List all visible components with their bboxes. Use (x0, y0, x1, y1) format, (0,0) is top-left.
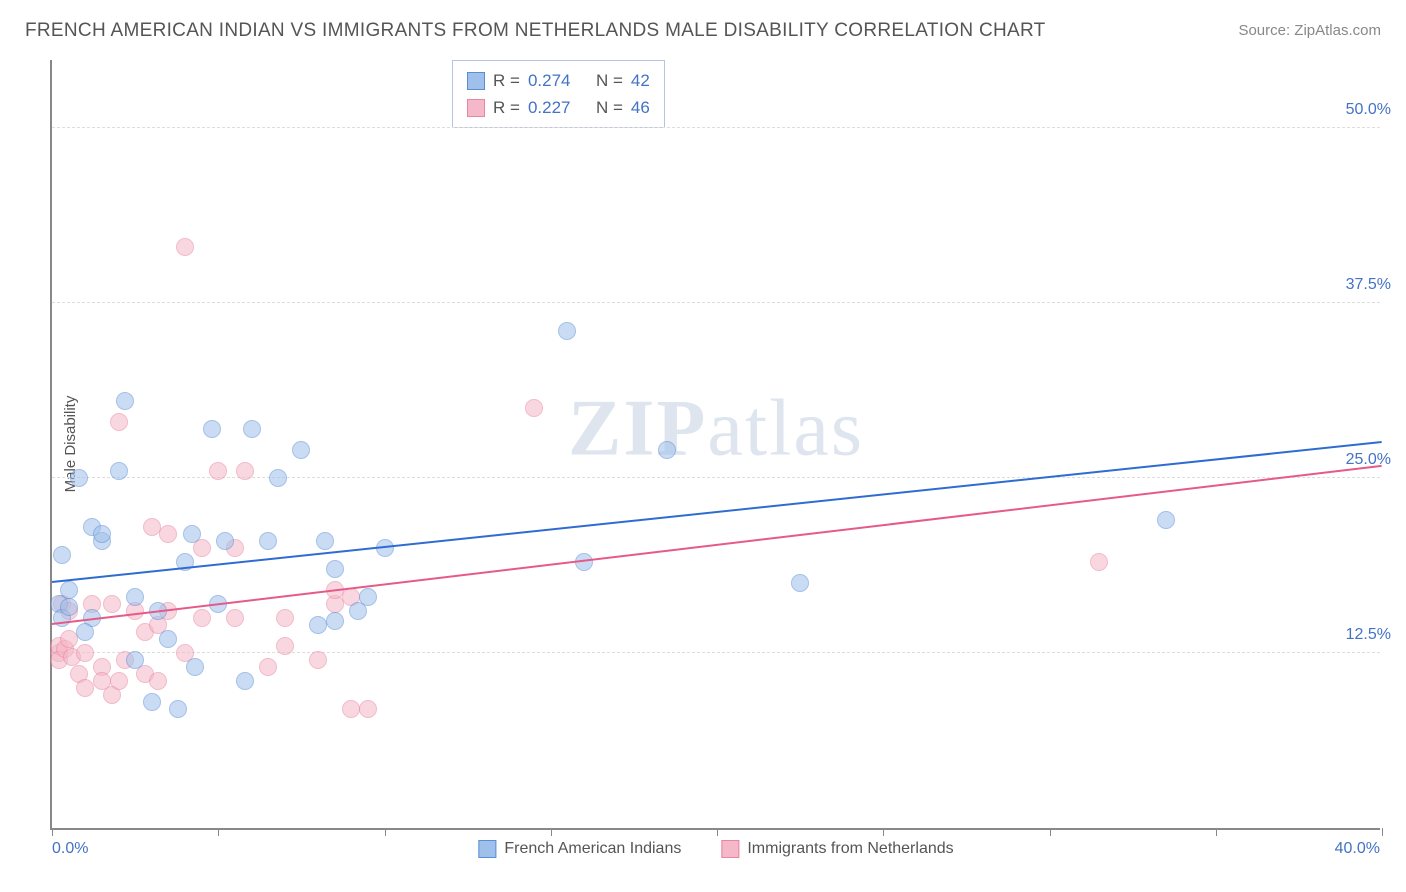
data-point (70, 469, 88, 487)
data-point (342, 700, 360, 718)
data-point (93, 525, 111, 543)
data-point (193, 609, 211, 627)
gridline (52, 302, 1380, 303)
data-point (76, 679, 94, 697)
data-point (326, 612, 344, 630)
data-point (525, 399, 543, 417)
data-point (76, 644, 94, 662)
bottom-legend: French American Indians Immigrants from … (478, 840, 953, 858)
r-label: R = (493, 67, 520, 94)
x-label-min: 0.0% (52, 840, 88, 858)
data-point (269, 469, 287, 487)
swatch-pink (467, 99, 485, 117)
x-tick (551, 828, 552, 836)
data-point (149, 672, 167, 690)
r-value-blue: 0.274 (528, 67, 571, 94)
x-tick (1050, 828, 1051, 836)
swatch-blue (467, 72, 485, 90)
gridline (52, 127, 1380, 128)
data-point (53, 546, 71, 564)
legend-item-blue: French American Indians (478, 840, 681, 858)
data-point (60, 581, 78, 599)
data-point (236, 672, 254, 690)
n-label: N = (596, 67, 623, 94)
legend-label-pink: Immigrants from Netherlands (747, 840, 953, 858)
data-point (76, 623, 94, 641)
data-point (116, 392, 134, 410)
data-point (226, 609, 244, 627)
legend-swatch-pink (721, 840, 739, 858)
data-point (216, 532, 234, 550)
data-point (169, 700, 187, 718)
data-point (1090, 553, 1108, 571)
data-point (176, 238, 194, 256)
data-point (126, 588, 144, 606)
data-point (1157, 511, 1175, 529)
r-value-pink: 0.227 (528, 94, 571, 121)
data-point (103, 595, 121, 613)
legend-item-pink: Immigrants from Netherlands (721, 840, 953, 858)
data-point (326, 560, 344, 578)
watermark: ZIPatlas (568, 383, 864, 474)
y-tick-label: 12.5% (1342, 626, 1395, 644)
data-point (143, 518, 161, 536)
data-point (259, 532, 277, 550)
x-tick (218, 828, 219, 836)
data-point (309, 651, 327, 669)
trend-line (52, 441, 1382, 583)
data-point (110, 462, 128, 480)
chart-title: FRENCH AMERICAN INDIAN VS IMMIGRANTS FRO… (25, 20, 1046, 42)
data-point (236, 462, 254, 480)
x-tick (883, 828, 884, 836)
data-point (243, 420, 261, 438)
data-point (558, 322, 576, 340)
data-point (359, 700, 377, 718)
x-tick (385, 828, 386, 836)
n-label: N = (596, 94, 623, 121)
plot-area: Male Disability ZIPatlas R = 0.274 N = 4… (50, 60, 1380, 830)
data-point (143, 693, 161, 711)
r-label: R = (493, 94, 520, 121)
x-tick (52, 828, 53, 836)
source-label: Source: ZipAtlas.com (1238, 22, 1381, 39)
data-point (159, 525, 177, 543)
data-point (309, 616, 327, 634)
data-point (159, 630, 177, 648)
data-point (791, 574, 809, 592)
data-point (316, 532, 334, 550)
data-point (183, 525, 201, 543)
data-point (658, 441, 676, 459)
data-point (110, 413, 128, 431)
data-point (276, 637, 294, 655)
trend-line (52, 465, 1382, 625)
n-value-pink: 46 (631, 94, 650, 121)
y-tick-label: 37.5% (1342, 276, 1395, 294)
x-label-max: 40.0% (1335, 840, 1380, 858)
stats-row-blue: R = 0.274 N = 42 (467, 67, 650, 94)
gridline (52, 652, 1380, 653)
n-value-blue: 42 (631, 67, 650, 94)
stats-box: R = 0.274 N = 42 R = 0.227 N = 46 (452, 60, 665, 128)
data-point (110, 672, 128, 690)
chart-container: FRENCH AMERICAN INDIAN VS IMMIGRANTS FRO… (0, 0, 1406, 892)
data-point (126, 651, 144, 669)
data-point (259, 658, 277, 676)
data-point (359, 588, 377, 606)
stats-row-pink: R = 0.227 N = 46 (467, 94, 650, 121)
data-point (186, 658, 204, 676)
legend-label-blue: French American Indians (504, 840, 681, 858)
x-tick (1382, 828, 1383, 836)
data-point (209, 462, 227, 480)
data-point (276, 609, 294, 627)
y-tick-label: 50.0% (1342, 101, 1395, 119)
data-point (292, 441, 310, 459)
legend-swatch-blue (478, 840, 496, 858)
x-tick (717, 828, 718, 836)
x-tick (1216, 828, 1217, 836)
data-point (60, 630, 78, 648)
data-point (60, 598, 78, 616)
data-point (203, 420, 221, 438)
